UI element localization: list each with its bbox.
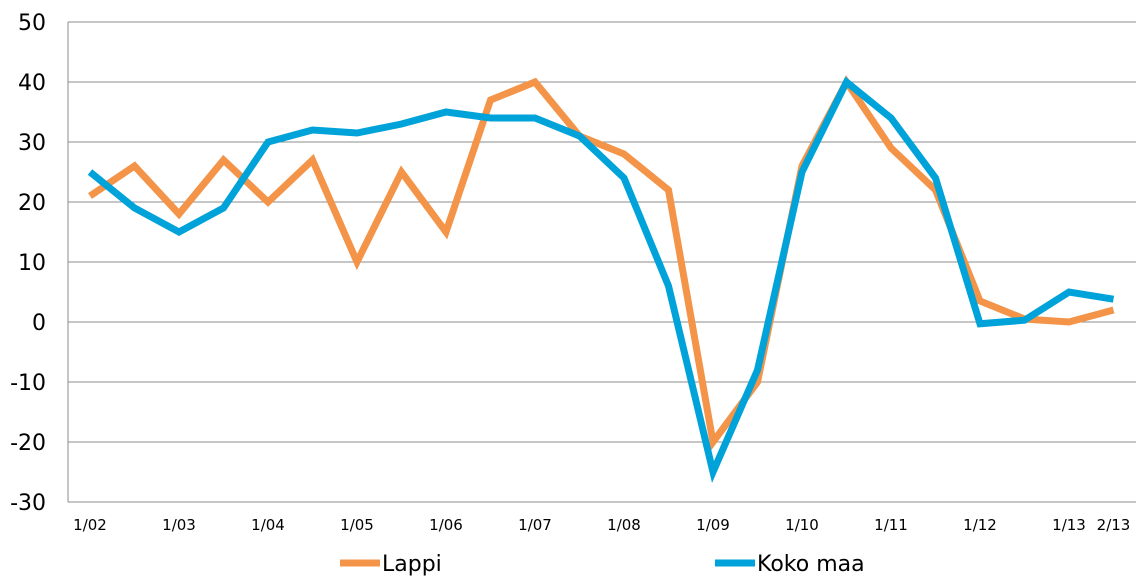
series-line-koko-maa — [87, 76, 1115, 483]
series-lines — [87, 75, 1115, 483]
x-tick-label: 1/06 — [429, 516, 463, 534]
legend: Lappi Koko maa — [340, 552, 865, 576]
x-tick-label: 1/10 — [785, 516, 819, 534]
x-tick-label: 2/13 — [1097, 516, 1131, 534]
x-tick-label: 1/05 — [340, 516, 374, 534]
y-tick-label: -10 — [10, 371, 46, 396]
x-tick-label: 1/03 — [162, 516, 196, 534]
x-tick-label: 1/12 — [963, 516, 997, 534]
y-tick-label: -30 — [10, 491, 46, 516]
y-tick-label: 30 — [18, 131, 46, 156]
x-tick-label: 1/07 — [518, 516, 552, 534]
gridlines — [68, 21, 1136, 443]
x-tick-label: 1/08 — [607, 516, 641, 534]
y-tick-label: -20 — [10, 431, 46, 456]
y-tick-label: 20 — [18, 191, 46, 216]
y-tick-label: 10 — [18, 251, 46, 276]
x-tick-label: 1/02 — [73, 516, 107, 534]
y-tick-label: 40 — [18, 71, 46, 96]
x-tick-label: 1/13 — [1052, 516, 1086, 534]
x-tick-label: 1/04 — [251, 516, 285, 534]
y-axis-ticks: -30 -20 -10 0 10 20 30 40 50 — [10, 11, 46, 516]
legend-label: Lappi — [382, 552, 442, 576]
x-axis-ticks: 1/02 1/03 1/04 1/05 1/06 1/07 1/08 1/09 1/10 1/11… — [73, 516, 1130, 534]
x-tick-label: 1/09 — [696, 516, 730, 534]
y-tick-label: 0 — [32, 311, 46, 336]
legend-label: Koko maa — [757, 552, 865, 576]
axes — [67, 22, 1136, 503]
y-tick-label: 50 — [18, 11, 46, 36]
x-tick-label: 1/11 — [874, 516, 908, 534]
